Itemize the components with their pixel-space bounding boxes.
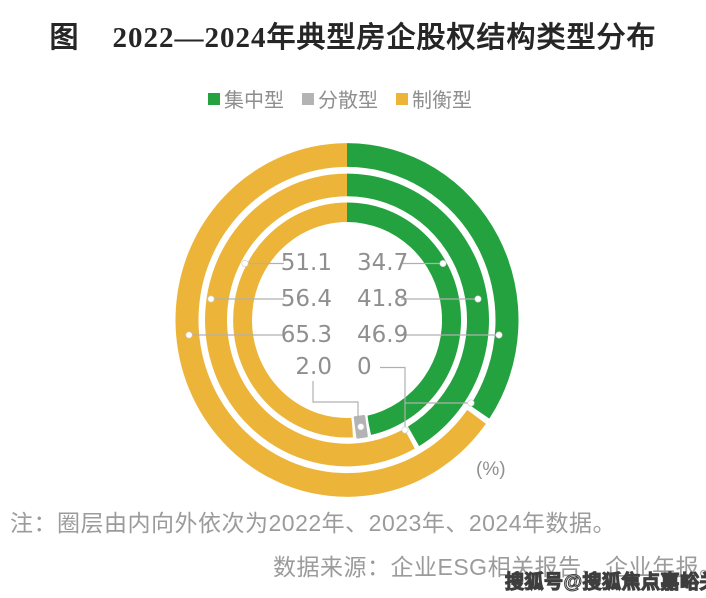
callout-dot-4 xyxy=(439,259,447,267)
legend: 集中型 分散型 制衡型 xyxy=(0,84,693,113)
legend-swatch-balanced xyxy=(396,92,408,105)
note-line-1: 注：圈层由内向外依次为2022年、2023年、2024年数据。 xyxy=(10,510,616,536)
value-label-row4-left: 2.0 xyxy=(295,354,332,380)
segment-inner-concentrated xyxy=(347,202,462,435)
title-prefix: 图 xyxy=(49,22,80,54)
callout-dot-5 xyxy=(474,295,482,303)
value-label-row1-left: 51.1 xyxy=(280,250,332,276)
callout-dot-6 xyxy=(495,331,503,339)
value-label-row1-right: 34.7 xyxy=(357,250,409,276)
segment-outer-concentrated xyxy=(347,143,519,419)
callout-dot-8 xyxy=(467,399,475,407)
callout-dot-3 xyxy=(185,331,193,339)
callout-line-8 xyxy=(380,366,406,429)
callout-dot-9 xyxy=(357,423,365,431)
value-label-row4-right: 0 xyxy=(357,354,372,380)
value-label-row3-right: 46.9 xyxy=(357,322,409,348)
legend-item-dispersed: 分散型 xyxy=(302,84,378,113)
legend-label-concentrated: 集中型 xyxy=(224,90,284,112)
segment-inner-balanced xyxy=(233,202,353,438)
segment-middle-balanced xyxy=(205,173,415,467)
segment-middle-concentrated xyxy=(347,173,490,447)
legend-label-dispersed: 分散型 xyxy=(318,90,378,112)
value-label-row2-left: 56.4 xyxy=(280,286,332,312)
legend-label-balanced: 制衡型 xyxy=(412,90,472,112)
callout-line-7 xyxy=(312,381,359,421)
chart-title: 图 2022—2024年典型房企股权结构类型分布 xyxy=(0,14,706,56)
value-label-row2-right: 41.8 xyxy=(357,286,409,312)
callout-dot-2 xyxy=(207,295,215,303)
legend-swatch-dispersed xyxy=(302,92,314,105)
watermark: 搜狐号@搜狐焦点嘉峪关站 xyxy=(505,572,706,594)
callout-dot-1 xyxy=(241,259,249,267)
legend-item-concentrated: 集中型 xyxy=(208,84,284,113)
unit-label: (%) xyxy=(476,459,506,480)
legend-swatch-concentrated xyxy=(208,92,220,105)
note-line-2: 数据来源：企业ESG相关报告、企业年报。 xyxy=(273,554,706,580)
callout-dot-7 xyxy=(401,426,409,434)
value-label-row3-left: 65.3 xyxy=(280,322,332,348)
title-text: 2022—2024年典型房企股权结构类型分布 xyxy=(112,22,657,54)
legend-item-balanced: 制衡型 xyxy=(396,84,472,113)
